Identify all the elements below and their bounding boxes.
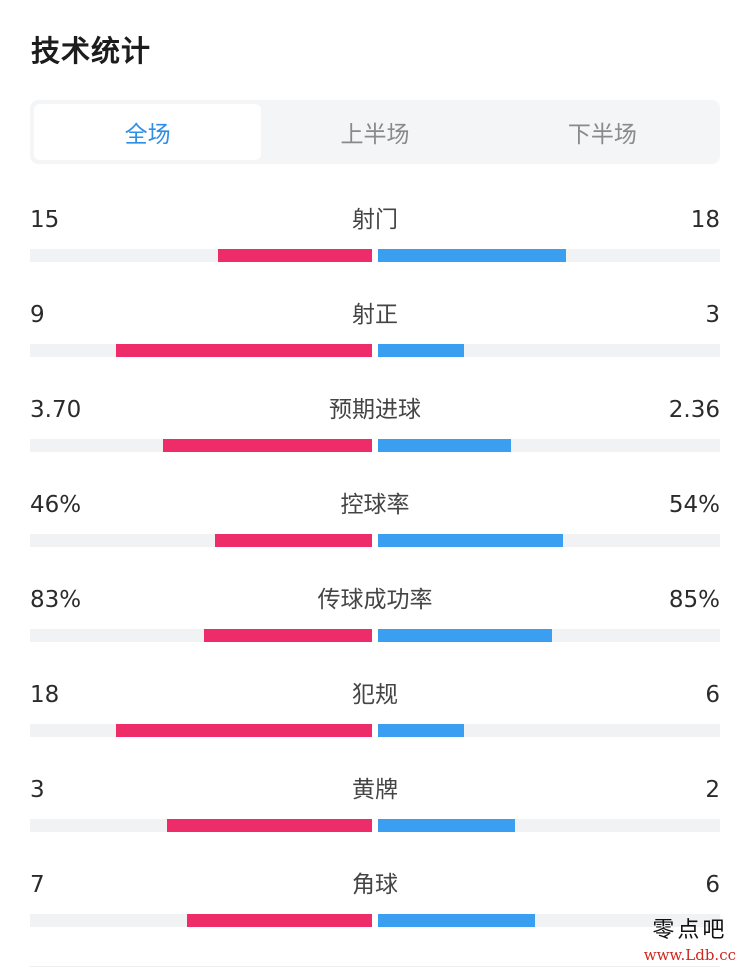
stat-label: 射门 bbox=[352, 207, 398, 233]
away-bar bbox=[378, 629, 553, 642]
away-bar bbox=[378, 819, 515, 832]
tab-second-half[interactable]: 下半场 bbox=[567, 122, 637, 148]
away-value: 3 bbox=[705, 302, 720, 328]
home-bar-track bbox=[30, 724, 372, 737]
watermark-logo: 零点吧 www.Ldb.cc bbox=[644, 912, 736, 964]
stat-row-corners: 7 角球 6 bbox=[30, 857, 720, 952]
stat-label: 犯规 bbox=[352, 682, 398, 708]
stat-label: 预期进球 bbox=[329, 397, 421, 423]
home-value: 18 bbox=[30, 682, 60, 708]
stat-row-fouls: 18 犯规 6 bbox=[30, 667, 720, 762]
home-bar-track bbox=[30, 629, 372, 642]
stat-row-shots-on-target: 9 射正 3 bbox=[30, 287, 720, 382]
stat-row-yellow-cards: 3 黄牌 2 bbox=[30, 762, 720, 857]
home-bar bbox=[218, 249, 372, 262]
away-bar bbox=[378, 724, 464, 737]
home-value: 9 bbox=[30, 302, 45, 328]
away-bar-track bbox=[378, 629, 720, 642]
away-bar-track bbox=[378, 439, 720, 452]
home-bar-track bbox=[30, 344, 372, 357]
away-value: 6 bbox=[705, 872, 720, 898]
home-bar-track bbox=[30, 914, 372, 927]
home-bar bbox=[166, 819, 372, 832]
away-bar-track bbox=[378, 534, 720, 547]
home-bar-track bbox=[30, 249, 372, 262]
tab-first-half[interactable]: 上半场 bbox=[340, 122, 410, 148]
tab-full-match[interactable]: 全场 bbox=[34, 104, 262, 160]
away-bar bbox=[378, 439, 512, 452]
away-value: 54% bbox=[668, 492, 720, 518]
home-bar bbox=[115, 724, 372, 737]
away-bar-track bbox=[378, 249, 720, 262]
away-bar-track bbox=[378, 819, 720, 832]
away-bar bbox=[378, 344, 464, 357]
away-value: 85% bbox=[668, 587, 720, 613]
home-value: 83% bbox=[30, 587, 82, 613]
stat-label: 控球率 bbox=[340, 492, 410, 518]
away-bar-track bbox=[378, 914, 720, 927]
watermark-name: 零点吧 bbox=[652, 918, 728, 943]
home-value: 15 bbox=[30, 207, 60, 233]
away-value: 2 bbox=[705, 777, 720, 803]
home-value: 3.70 bbox=[30, 397, 82, 423]
stats-list: 15 射门 18 9 射正 3 3.70 预期进球 2.36 46% 控球率 5… bbox=[30, 192, 720, 952]
home-bar bbox=[115, 344, 372, 357]
stat-row-expected-goals: 3.70 预期进球 2.36 bbox=[30, 382, 720, 477]
away-value: 2.36 bbox=[668, 397, 720, 423]
away-value: 6 bbox=[705, 682, 720, 708]
home-bar-track bbox=[30, 819, 372, 832]
stat-row-shots: 15 射门 18 bbox=[30, 192, 720, 287]
stat-row-pass-accuracy: 83% 传球成功率 85% bbox=[30, 572, 720, 667]
home-value: 46% bbox=[30, 492, 82, 518]
away-bar-track bbox=[378, 344, 720, 357]
home-value: 3 bbox=[30, 777, 45, 803]
home-bar bbox=[214, 534, 372, 547]
home-bar bbox=[204, 629, 372, 642]
stat-label: 角球 bbox=[352, 872, 398, 898]
home-value: 7 bbox=[30, 872, 45, 898]
stat-label: 射正 bbox=[352, 302, 398, 328]
home-bar-track bbox=[30, 534, 372, 547]
bottom-divider bbox=[30, 966, 720, 967]
home-bar-track bbox=[30, 439, 372, 452]
away-value: 18 bbox=[690, 207, 720, 233]
page-title: 技术统计 bbox=[31, 34, 152, 68]
watermark-url: www.Ldb.cc bbox=[643, 946, 736, 964]
home-bar bbox=[187, 914, 372, 927]
period-tabs: 全场 上半场 下半场 bbox=[30, 100, 720, 164]
stat-row-possession: 46% 控球率 54% bbox=[30, 477, 720, 572]
away-bar-track bbox=[378, 724, 720, 737]
away-bar bbox=[378, 914, 536, 927]
home-bar bbox=[163, 439, 372, 452]
stat-label: 传球成功率 bbox=[317, 587, 433, 613]
stat-label: 黄牌 bbox=[352, 777, 398, 803]
away-bar bbox=[378, 534, 563, 547]
away-bar bbox=[378, 249, 567, 262]
